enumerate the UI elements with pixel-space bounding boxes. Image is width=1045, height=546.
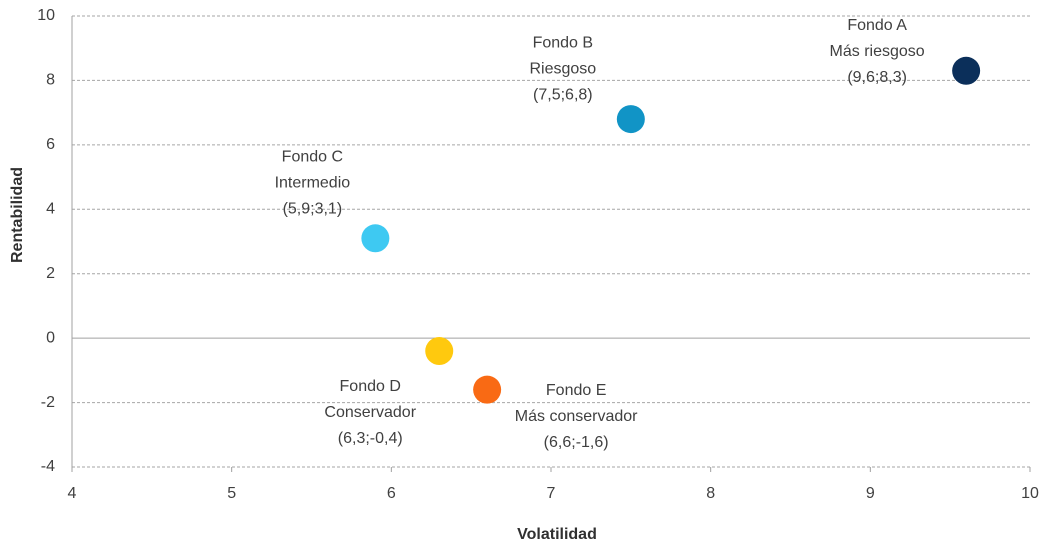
point-label: Conservador (324, 404, 416, 421)
point (616, 105, 645, 134)
y-tick-label: 0 (46, 329, 55, 346)
point (361, 224, 390, 253)
x-tick-label: 7 (547, 485, 556, 502)
point-label: Fondo E (546, 382, 606, 399)
point-label: Fondo B (533, 34, 593, 51)
point-label: Fondo C (282, 148, 343, 165)
point-label: (9,6;8,3) (847, 69, 907, 86)
y-tick-label: 2 (46, 265, 55, 282)
y-tick-label: 4 (46, 201, 55, 218)
x-axis-label: Volatilidad (517, 526, 597, 543)
point (473, 375, 502, 404)
x-tick-label: 10 (1021, 485, 1039, 502)
point-label: (7,5;6,8) (533, 86, 593, 103)
y-axis-label: Rentabilidad (9, 167, 26, 263)
y-tick-label: 10 (37, 7, 55, 24)
point-label: (5,9;3,1) (283, 200, 343, 217)
point-label: Intermedio (275, 174, 351, 191)
point-label: (6,3;-0,4) (338, 430, 403, 447)
point (952, 56, 981, 85)
point-label: Fondo D (340, 378, 401, 395)
x-tick-label: 8 (706, 485, 715, 502)
x-tick-label: 5 (227, 485, 236, 502)
point-label: Más conservador (515, 408, 638, 425)
x-tick-label: 6 (387, 485, 396, 502)
x-tick-label: 4 (68, 485, 77, 502)
x-tick-label: 9 (866, 485, 875, 502)
point-label: Más riesgoso (830, 43, 925, 60)
point-label: (6,6;-1,6) (544, 434, 609, 451)
point-label: Riesgoso (529, 60, 596, 77)
y-tick-label: -4 (41, 458, 55, 475)
point (425, 337, 454, 366)
y-tick-label: 8 (46, 72, 55, 89)
y-tick-label: -2 (41, 394, 55, 411)
y-tick-label: 6 (46, 136, 55, 153)
point-label: Fondo A (847, 17, 907, 34)
